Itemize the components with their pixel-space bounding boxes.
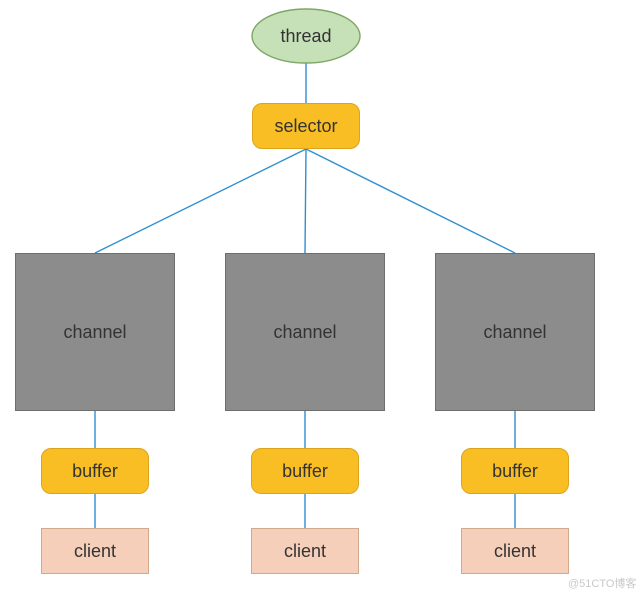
client2-label: client [284,541,326,562]
buffer3-label: buffer [492,461,538,482]
client1-node: client [41,528,149,574]
edge [95,149,306,253]
channel2-label: channel [273,322,336,343]
thread-label: thread [280,26,331,46]
buffer1-node: buffer [41,448,149,494]
client3-label: client [494,541,536,562]
selector-label: selector [274,116,337,137]
channel1-node: channel [15,253,175,411]
buffer2-label: buffer [282,461,328,482]
edge [306,149,515,253]
watermark: @51CTO博客 [568,575,636,589]
client3-node: client [461,528,569,574]
selector-node: selector [252,103,360,149]
buffer1-label: buffer [72,461,118,482]
buffer3-node: buffer [461,448,569,494]
edge [305,149,306,253]
client2-node: client [251,528,359,574]
client1-label: client [74,541,116,562]
channel3-label: channel [483,322,546,343]
channel1-label: channel [63,322,126,343]
buffer2-node: buffer [251,448,359,494]
channel2-node: channel [225,253,385,411]
channel3-node: channel [435,253,595,411]
